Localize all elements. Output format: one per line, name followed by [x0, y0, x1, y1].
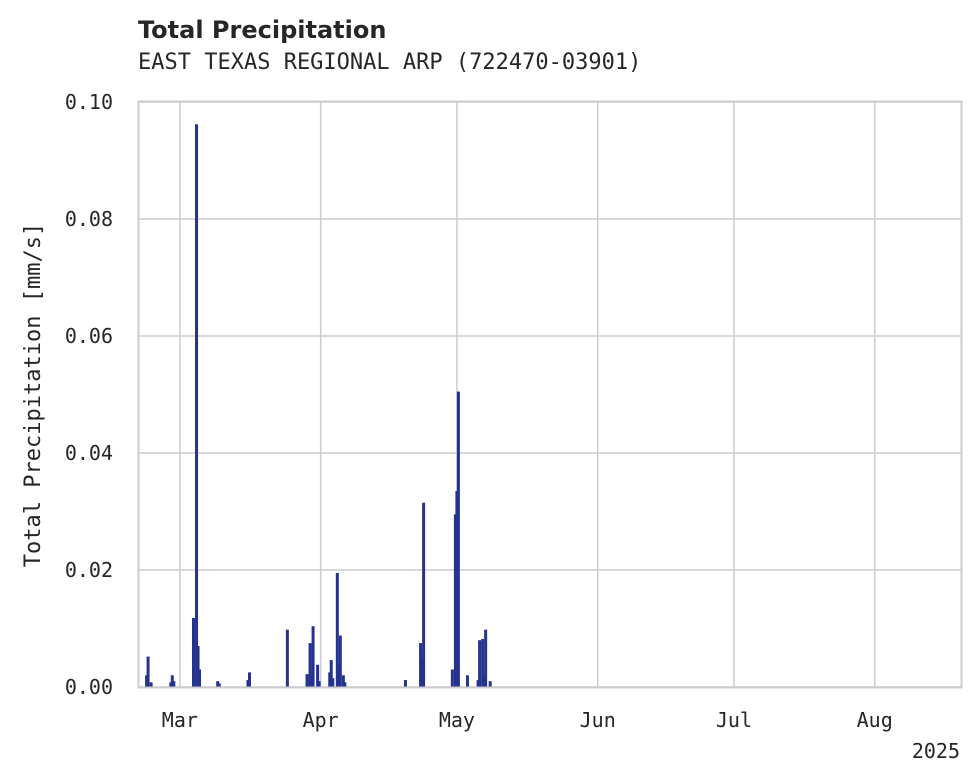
precip-bar: [196, 646, 200, 687]
precip-bar: [170, 675, 174, 687]
precip-bar: [420, 657, 424, 687]
precip-bar: [338, 635, 342, 687]
precip-bar: [311, 626, 315, 687]
precip-bar: [191, 617, 195, 687]
x-tick-label: Jul: [716, 708, 752, 732]
precip-bar: [310, 675, 314, 687]
chart-title: Total Precipitation: [138, 16, 387, 44]
precip-bar: [149, 682, 153, 687]
y-axis-label: Total Precipitation [mm/s]: [21, 223, 46, 567]
y-tick-label: 0.08: [65, 207, 113, 231]
precip-bar: [455, 491, 459, 687]
chart-subtitle: EAST TEXAS REGIONAL ARP (722470-03901): [138, 50, 642, 75]
precip-bar: [305, 674, 309, 687]
precip-bar: [343, 682, 347, 687]
precip-bar: [335, 572, 339, 687]
precip-bar: [341, 675, 345, 687]
bar-series: [145, 124, 492, 688]
x-tick-label: Jun: [580, 708, 616, 732]
x-tick-label: Mar: [162, 708, 198, 732]
precip-bar: [146, 656, 150, 687]
x-tick-label: Aug: [857, 708, 893, 732]
year-label: 2025: [912, 739, 960, 763]
precip-bar: [450, 669, 454, 687]
precip-bar: [329, 660, 333, 687]
precip-bar: [216, 681, 220, 687]
precip-bar: [308, 643, 312, 687]
precip-bar: [481, 639, 485, 687]
y-tick-label: 0.06: [65, 324, 113, 348]
y-tick-label: 0.04: [65, 441, 113, 465]
x-tick-label: May: [439, 708, 475, 732]
precip-bar: [316, 664, 320, 687]
precip-bar: [482, 675, 486, 687]
precip-bar: [465, 675, 469, 687]
y-tick-label: 0.00: [65, 675, 113, 699]
y-tick-label: 0.10: [65, 90, 113, 114]
x-tick-labels: Mar Apr May Jun Jul Aug: [162, 708, 893, 732]
y-tick-label: 0.02: [65, 558, 113, 582]
precip-bar: [285, 629, 289, 687]
precip-bar: [478, 640, 482, 687]
precip-bar: [422, 502, 426, 687]
precip-bar: [172, 681, 176, 687]
precip-bar: [331, 678, 335, 687]
precip-bar: [317, 681, 321, 687]
y-tick-labels: 0.00 0.02 0.04 0.06 0.08 0.10: [65, 90, 113, 699]
grid-lines: [139, 101, 961, 688]
x-tick-label: Apr: [303, 708, 339, 732]
precip-bar: [247, 672, 251, 687]
precip-bar: [403, 679, 407, 687]
precip-bar: [488, 681, 492, 687]
plot-frame: [137, 100, 963, 689]
precip-bar: [484, 629, 488, 687]
precip-bar: [195, 124, 199, 688]
precip-bar: [217, 683, 221, 687]
